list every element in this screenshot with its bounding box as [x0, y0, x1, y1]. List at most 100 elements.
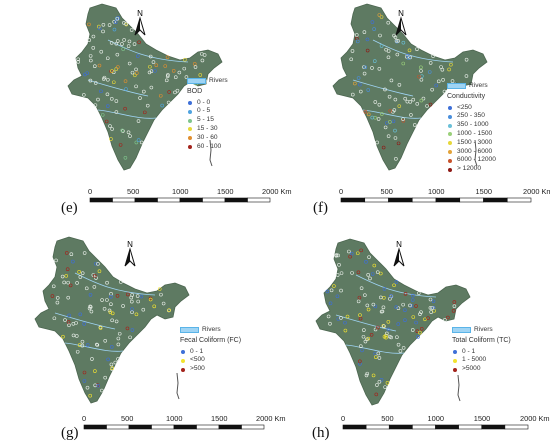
station-marker [421, 96, 426, 101]
station-marker [75, 281, 79, 285]
legend-item: >5000 [452, 365, 511, 374]
island-chain [209, 139, 213, 167]
station-marker [115, 52, 120, 57]
station-marker [371, 302, 376, 307]
legend-item: > 12000 [447, 165, 496, 174]
scale-tick-label: 0 [82, 414, 87, 423]
legend-item: 5 - 15 [187, 116, 228, 125]
station-marker [127, 39, 132, 44]
station-marker [109, 345, 114, 349]
station-marker [121, 304, 125, 308]
station-marker [415, 47, 419, 52]
station-marker [148, 54, 153, 59]
legend-item: 30 - 60 [187, 134, 228, 143]
station-marker [329, 288, 334, 293]
scale-segment [481, 424, 506, 430]
station-marker [347, 249, 351, 254]
panel-label-f: (f) [313, 200, 328, 216]
legend-item-label: >500 [190, 365, 205, 373]
station-marker [97, 269, 102, 273]
station-marker [99, 89, 103, 94]
station-marker [126, 44, 131, 48]
station-marker [138, 96, 142, 100]
station-marker [397, 83, 402, 87]
station-marker [401, 119, 406, 123]
legend-item: 1 - 5000 [452, 356, 511, 365]
station-marker [419, 310, 423, 314]
station-marker [60, 274, 65, 279]
station-marker [75, 349, 80, 354]
station-marker [108, 124, 112, 128]
india-map-h [315, 238, 471, 406]
station-marker [464, 57, 469, 62]
legend-item-label: 0 - 0 [197, 98, 211, 106]
station-marker [427, 70, 432, 74]
station-marker [145, 103, 150, 108]
station-marker [134, 67, 138, 72]
scale-segment [247, 197, 271, 203]
station-marker [110, 69, 114, 73]
legend-dot-icon [448, 149, 452, 154]
station-marker [134, 71, 139, 75]
station-marker [114, 110, 119, 114]
station-marker [401, 117, 405, 121]
station-marker [408, 100, 413, 104]
station-marker [114, 41, 119, 46]
station-marker [370, 20, 375, 24]
station-marker [396, 342, 401, 347]
station-marker [396, 322, 401, 326]
station-marker [415, 102, 420, 106]
station-marker [407, 48, 412, 53]
station-marker [410, 328, 415, 332]
station-marker [430, 306, 434, 310]
station-marker [149, 85, 154, 90]
scale-segment [112, 197, 136, 203]
station-marker [395, 52, 400, 57]
station-marker [409, 113, 413, 117]
scale-segment [388, 197, 413, 203]
scale-tick-label: 2000 Km [520, 414, 550, 423]
station-marker [366, 88, 371, 92]
legend-item-label: 250 - 350 [457, 112, 485, 120]
legend-item: 6000 - 12000 [447, 156, 496, 165]
station-marker [159, 292, 163, 297]
station-marker [121, 129, 125, 133]
station-marker [401, 61, 406, 66]
station-marker [105, 92, 110, 97]
station-marker [410, 298, 415, 302]
legend-dot-icon [448, 158, 452, 163]
station-marker [68, 283, 73, 288]
legend-title-h: Total Coliform (TC) [452, 336, 511, 344]
scale-bar-e [89, 197, 271, 203]
station-marker [107, 308, 112, 313]
station-marker [66, 320, 71, 324]
legend-item: 0 - 0 [187, 99, 228, 108]
station-marker [426, 316, 430, 320]
station-marker [358, 89, 363, 94]
scale-tick-label: 1000 [427, 414, 444, 423]
legend-items-g: 0 - 1 <500 >500 [180, 348, 241, 374]
station-marker [110, 127, 114, 131]
station-marker [109, 294, 113, 299]
legend-dot-icon [181, 349, 185, 354]
station-marker [182, 66, 187, 71]
station-marker [358, 362, 362, 366]
station-marker [85, 385, 90, 390]
station-marker [148, 64, 152, 69]
station-marker [350, 271, 354, 275]
station-marker [416, 291, 421, 295]
station-marker [375, 383, 379, 387]
station-marker [363, 65, 368, 70]
station-marker [377, 67, 382, 71]
station-marker [356, 270, 361, 275]
scale-segment [504, 424, 529, 430]
station-marker [446, 315, 450, 320]
station-marker [411, 315, 416, 319]
station-marker [358, 313, 362, 317]
station-marker [122, 21, 126, 25]
station-marker [431, 54, 435, 58]
legend-item-label: 0 - 1 [462, 347, 476, 355]
station-marker [128, 134, 132, 138]
station-marker [403, 292, 408, 296]
